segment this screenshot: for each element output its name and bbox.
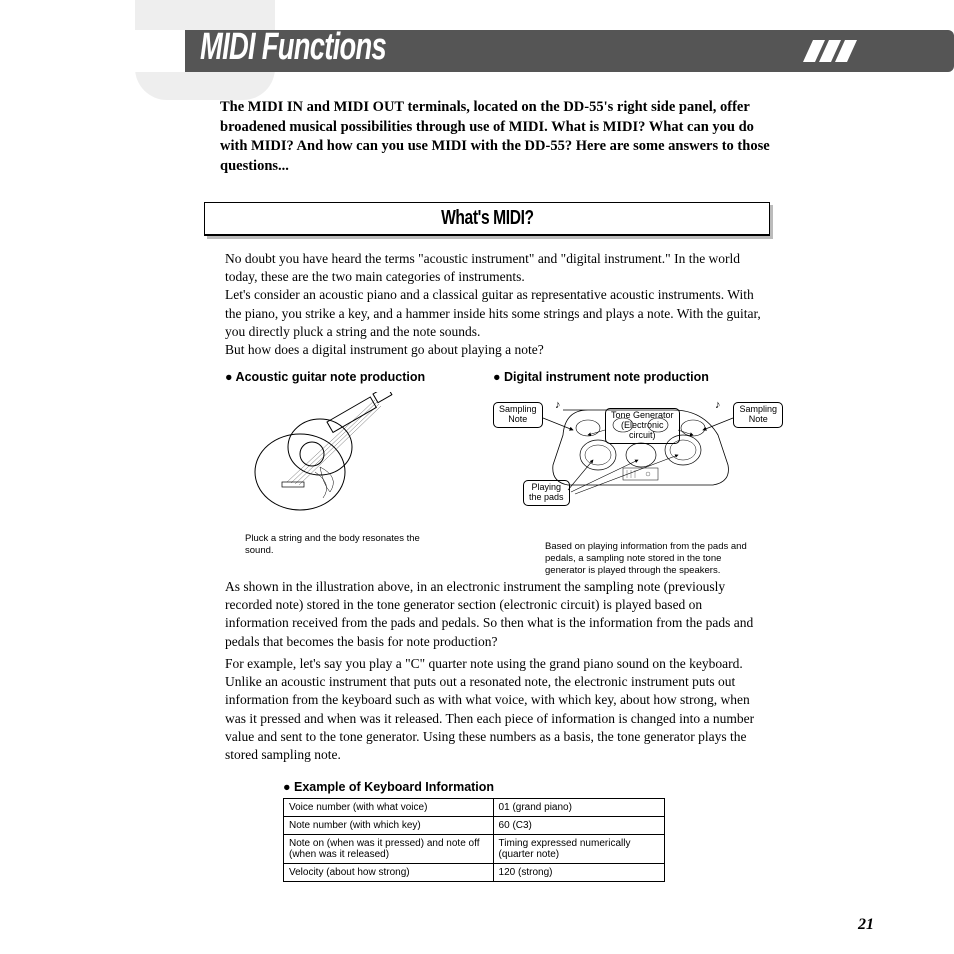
section-heading-box: What's MIDI? [204, 202, 770, 242]
table-row: Note number (with which key)60 (C3) [284, 817, 665, 835]
table-row: Voice number (with what voice)01 (grand … [284, 799, 665, 817]
page-title: MIDI Functions [200, 26, 386, 69]
drum-illustration: ♪ ♪ [493, 390, 783, 535]
acoustic-column: ● Acoustic guitar note production Pluck … [225, 370, 475, 557]
digital-caption: Based on playing information from the pa… [545, 541, 760, 577]
paragraph-2: As shown in the illustration above, in a… [225, 578, 765, 651]
digital-column: ● Digital instrument note production Sam… [493, 370, 773, 577]
keyboard-info-table: Voice number (with what voice)01 (grand … [283, 798, 665, 882]
stripes-icon [803, 38, 859, 64]
guitar-illustration [245, 392, 405, 522]
svg-text:♪: ♪ [715, 399, 721, 411]
svg-text:♪: ♪ [555, 399, 561, 411]
acoustic-caption: Pluck a string and the body resonates th… [245, 533, 425, 557]
section-title: What's MIDI? [441, 207, 534, 230]
paragraph-1: No doubt you have heard the terms "acous… [225, 250, 765, 359]
table-row: Velocity (about how strong)120 (strong) [284, 864, 665, 882]
table-row: Note on (when was it pressed) and note o… [284, 835, 665, 864]
digital-title: ● Digital instrument note production [493, 370, 773, 384]
page-number: 21 [858, 916, 874, 934]
acoustic-title: ● Acoustic guitar note production [225, 370, 475, 384]
table-title: ● Example of Keyboard Information [283, 780, 494, 794]
paragraph-3: For example, let's say you play a "C" qu… [225, 655, 765, 764]
intro-text: The MIDI IN and MIDI OUT terminals, loca… [220, 98, 770, 176]
